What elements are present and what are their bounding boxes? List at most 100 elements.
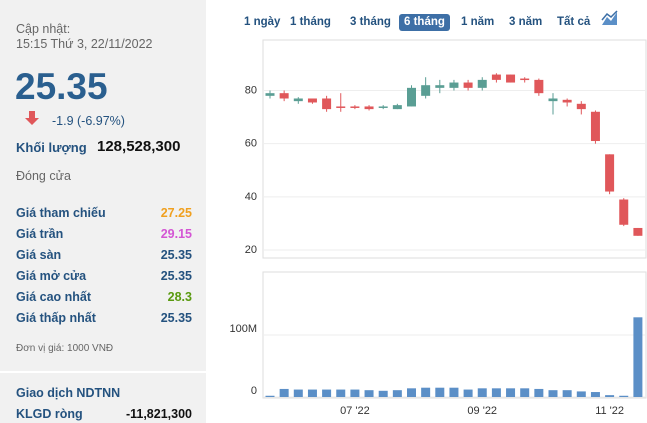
volume-bar [265,395,275,397]
price-panel [262,39,647,259]
volume-bar [477,388,487,397]
row-value: 27.25 [160,206,192,220]
row-label: Giá cao nhất [16,290,92,304]
chart-type-icon [601,10,618,26]
x-tick-label: 11 '22 [595,405,624,417]
updated-label: Cập nhật: [16,22,71,36]
row-label: Giá thấp nhất [16,311,96,325]
candle-body [293,98,303,102]
candle-body [449,82,459,88]
range-tab[interactable]: 1 tháng [290,16,331,28]
down-arrow [25,111,39,125]
row-value: 25.35 [160,269,192,283]
candle-body [548,98,558,102]
divider [0,371,206,373]
row-label: Giá trần [16,227,64,241]
candle-body [435,85,445,88]
row-value: 28.3 [167,290,192,304]
candle-body [477,79,487,88]
volume-bar [364,390,374,397]
volume-bar [633,317,643,397]
candle-body [463,82,473,88]
candle-body [350,106,360,108]
y-tick-label: 60 [245,138,257,150]
row-value: 25.35 [160,248,192,262]
candle-body [322,98,332,110]
candle-body [491,74,501,80]
volume-bar [506,388,516,397]
candle-body [562,99,572,103]
volume-bar [548,390,558,397]
row-label: Giá mở cửa [16,269,87,283]
status: Đóng cửa [16,169,71,183]
volume-bar [449,387,459,397]
price: 25.35 [15,66,108,107]
row-value: 29.15 [160,227,192,241]
updated-time: 15:15 Thứ 3, 22/11/2022 [16,37,153,51]
range-tab[interactable]: 3 năm [509,16,543,28]
volume-bar [463,389,473,397]
volume-bar [378,390,388,397]
range-tab[interactable]: Tất cả [557,16,591,28]
candle-body [506,74,516,83]
volume-bar [322,389,332,397]
y-tick-label: 100M [229,323,257,335]
volume-bar [534,388,544,397]
volume-bar [619,395,629,397]
candle-body [265,93,275,96]
volume-bar [392,390,402,397]
candle-body [407,87,416,107]
volume-bar [307,389,317,397]
volume-label: Khối lượng [16,140,87,155]
volume-bar [435,387,445,397]
candle-body [534,79,544,94]
volume-bar [520,388,530,397]
candle-body [619,199,629,225]
candle-body [336,106,346,108]
volume-bar [576,391,586,397]
row-label: Giá sàn [16,248,62,262]
unit-note: Đơn vị giá: 1000 VNĐ [16,343,114,354]
volume-bar [350,389,360,397]
candle-body [392,105,402,110]
candle-body [605,154,615,192]
candle-body [421,85,431,96]
x-tick-label: 07 '22 [340,405,370,417]
y-tick-label: 0 [251,385,257,397]
info-panel: Cập nhật: 15:15 Thứ 3, 22/11/2022 25.35 … [0,0,206,423]
y-tick-label: 40 [245,191,257,203]
row-value: 25.35 [160,311,192,325]
row-label: KLGD ròng [16,407,83,421]
volume-bar [605,395,615,397]
candle-body [633,227,643,236]
row-label: Giá tham chiếu [16,206,106,220]
range-tab[interactable]: 1 năm [461,16,495,28]
range-tab[interactable]: 3 tháng [350,16,391,28]
volume-bar [421,387,431,397]
volume-bar [407,388,416,397]
y-tick-label: 20 [245,244,257,256]
row-value: -11,821,300 [125,407,192,421]
candle-body [520,78,530,81]
candle-body [576,103,586,110]
volume-bar [491,388,501,397]
volume-bar [279,388,289,397]
volume-bar [336,389,346,397]
price-change: -1.9 (-6.97%) [52,114,125,128]
charts: 20 40 60 80 0 100M 07 '22 09 '22 11 '22 [229,10,647,417]
candle-body [364,106,374,110]
foreign-title: Giao dịch NDTNN [16,386,121,400]
range-tab[interactable]: 6 tháng [399,14,450,31]
volume: 128,528,300 [97,138,181,155]
candle-body [378,106,388,108]
volume-bar [293,389,303,397]
range-tab[interactable]: 1 ngày [244,16,281,28]
volume-bar [562,390,572,397]
candle-body [279,93,289,99]
y-tick-label: 80 [245,84,257,96]
x-tick-label: 09 '22 [467,405,497,417]
candle-body [307,98,317,103]
volume-bar [590,392,600,397]
candle-body [590,111,600,142]
